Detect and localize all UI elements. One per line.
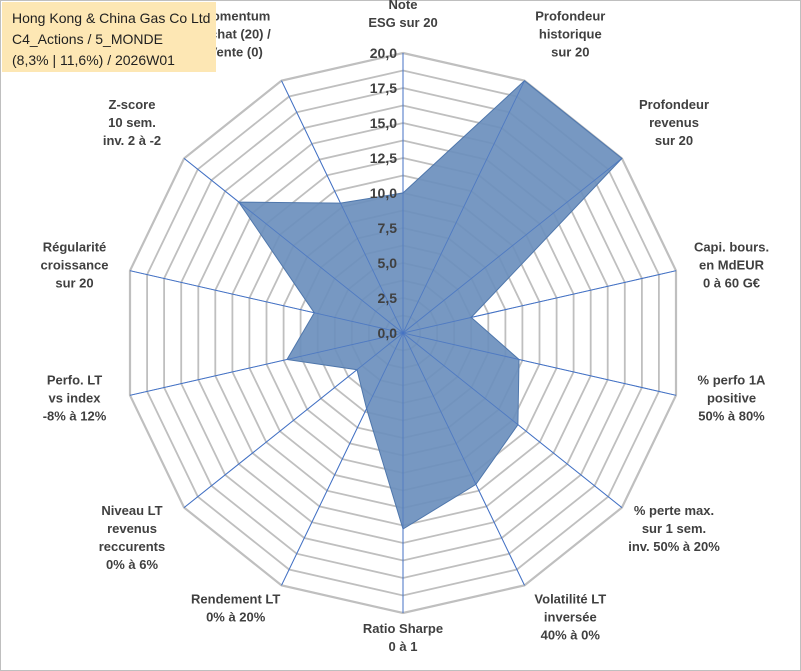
radar-axis-overlay: [281, 80, 404, 334]
radar-axis-overlay: [183, 158, 404, 334]
radar-axis-overlay: [402, 270, 677, 334]
tick-label: 10,0: [370, 185, 397, 201]
tick-label: 0,0: [378, 325, 398, 341]
tick-label: 5,0: [378, 255, 398, 271]
category-label: Régularité croissance sur 20: [41, 240, 109, 291]
tick-label: 20,0: [370, 45, 397, 61]
category-label: % perfo 1A positive 50% à 80%: [698, 372, 767, 423]
radar-axis-overlay: [402, 158, 623, 334]
tick-label: 2,5: [378, 290, 398, 306]
category-label: Note ESG sur 20: [368, 0, 437, 30]
tick-label: 15,0: [370, 115, 397, 131]
radar-axis-overlay: [183, 332, 404, 508]
category-label: Profondeur historique sur 20: [535, 9, 605, 60]
radar-series: [129, 53, 677, 613]
radial-tick-labels: 0,0 2,5 5,0 7,5 10,0 12,5 15,0 17,5 20,0: [370, 45, 397, 341]
category-label: Z-score 10 sem. inv. 2 à -2: [103, 97, 161, 148]
radar-axis-overlay: [402, 80, 525, 334]
title-portfolio: C4_Actions / 5_MONDE: [12, 31, 163, 47]
category-label: Rendement LT 0% à 20%: [191, 592, 280, 625]
tick-label: 7,5: [378, 220, 398, 236]
radar-axis-overlay: [402, 332, 525, 586]
radar-axis-overlay: [402, 332, 623, 508]
category-label: Capi. bours. en MdEUR 0 à 60 G€: [694, 240, 769, 291]
radar-axis-overlay: [402, 332, 677, 396]
category-label: Profondeur revenus sur 20: [639, 97, 709, 148]
title-company: Hong Kong & China Gas Co Ltd: [12, 10, 211, 26]
tick-label: 17,5: [370, 80, 397, 96]
category-labels: Note ESG sur 20 Profondeur historique sur 20…: [41, 0, 770, 654]
radar-axis-overlay: [281, 332, 404, 586]
title-performance: (8,3% | 11,6%) / 2026W01: [12, 52, 175, 68]
radar-axis-overlay: [129, 332, 404, 396]
chart-title-box: Hong Kong & China Gas Co Ltd C4_Actions …: [2, 2, 216, 72]
category-label: Momentum Achat (20) / Vente (0): [201, 9, 271, 60]
radar-axis-overlay: [129, 270, 404, 334]
category-label: Niveau LT revenus reccurents 0% à 6%: [99, 503, 165, 572]
category-label: % perte max. sur 1 sem. inv. 50% à 20%: [628, 503, 720, 554]
category-label: Perfo. LT vs index -8% à 12%: [43, 372, 107, 423]
category-label: Volatilité LT inversée 40% à 0%: [534, 592, 606, 643]
tick-label: 12,5: [370, 150, 397, 166]
category-label: Ratio Sharpe 0 à 1: [363, 621, 443, 654]
